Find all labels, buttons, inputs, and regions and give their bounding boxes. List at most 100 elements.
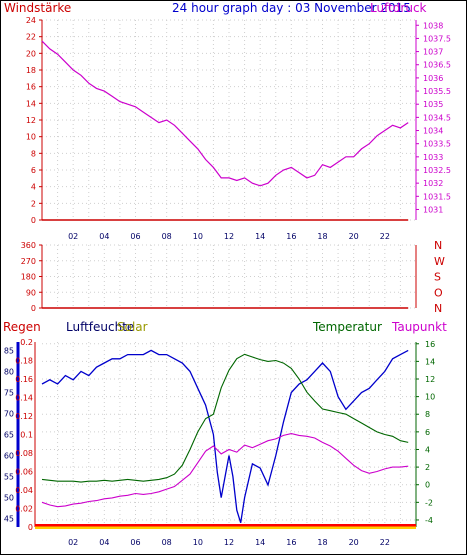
panel1-x-tick-04: 04 [99,232,109,241]
panel3-x-tick-22: 22 [380,538,390,547]
panel1-x-tick-10: 10 [193,232,203,241]
luftdruck-tick-1034.5: 1034.5 [423,113,451,122]
regen-tick-0.1: 0.1 [20,431,33,440]
panel1-x-tick-02: 02 [68,232,78,241]
compass-tick-N-4: N [434,239,442,252]
tick-labels-layer: 02 4 6 8 10 12 14 16 18 20 22 24 1031 1031.5 1032 1032.… [4,16,451,547]
temperatur-tick-6: 6 [425,428,430,437]
luftdruck-tick-1031: 1031 [423,205,443,214]
luftdruck-tick-1033: 1033 [423,153,443,162]
temperatur-tick--4: -4 [425,516,433,525]
luftdruck-tick-1038: 1038 [423,21,443,30]
windstaerke-tick-14: 14 [26,99,36,108]
luftdruck-header-label: Luftdruck [370,1,427,15]
windrichtung-tick-360: 360 [21,241,36,250]
regen-tick-0: 0 [28,523,33,532]
regen-tick-0.18: 0.18 [15,357,33,366]
temperatur-tick--2: -2 [425,498,433,507]
series-temperatur [41,353,409,483]
windstaerke-tick-18: 18 [26,66,36,75]
temperatur-tick-0: 0 [425,481,430,490]
panel3-x-tick-02: 02 [68,538,78,547]
regen-tick-0.06: 0.06 [15,468,33,477]
panel1-x-tick-16: 16 [286,232,296,241]
windstaerke-tick-6: 6 [31,166,36,175]
windstaerke-tick-12: 12 [26,116,36,125]
taupunkt-label: Taupunkt [391,320,447,334]
panel3-x-tick-16: 16 [286,538,296,547]
compass-tick-S-2: S [434,271,441,284]
temperatur-tick-4: 4 [425,445,430,454]
regen-tick-0.2: 0.2 [20,338,33,347]
luftdruck-tick-1034: 1034 [423,127,443,136]
luftfeuchte-tick-45: 45 [4,515,14,524]
panel3-x-tick-06: 06 [130,538,140,547]
luftfeuchte-tick-65: 65 [4,431,14,440]
temperatur-tick-8: 8 [425,410,430,419]
windstaerke-tick-24: 24 [26,16,36,25]
luftdruck-tick-1032.5: 1032.5 [423,166,451,175]
windrichtung-tick-270: 270 [21,257,36,266]
series-layer [35,40,416,529]
luftdruck-tick-1031.5: 1031.5 [423,192,451,201]
regen-tick-0.08: 0.08 [15,449,33,458]
panel3-x-tick-12: 12 [224,538,234,547]
panel1-x-tick-14: 14 [255,232,265,241]
regen-tick-0.16: 0.16 [15,375,33,384]
panel1-x-tick-06: 06 [130,232,140,241]
temperatur-tick-14: 14 [425,357,435,366]
luftfeuchte-tick-55: 55 [4,473,14,482]
luftdruck-tick-1037: 1037 [423,48,443,57]
series-regen [35,524,416,527]
temperatur-label: Temperatur [312,320,382,334]
windstaerke-tick-22: 22 [26,33,36,42]
regen-tick-0.14: 0.14 [15,394,33,403]
luftdruck-tick-1036.5: 1036.5 [423,61,451,70]
series-luftdruck [41,40,409,187]
panel3-x-tick-20: 20 [349,538,359,547]
luftfeuchte-tick-80: 80 [4,367,14,376]
compass-tick-W-3: W [434,255,445,268]
panel3-x-tick-04: 04 [99,538,109,547]
luftdruck-tick-1035: 1035 [423,100,443,109]
compass-tick-O-1: O [434,286,443,299]
luftdruck-tick-1033.5: 1033.5 [423,140,451,149]
solar-label: Solar [117,320,148,334]
luftdruck-tick-1037.5: 1037.5 [423,34,451,43]
luftdruck-tick-1035.5: 1035.5 [423,87,451,96]
luftfeuchte-tick-50: 50 [4,494,14,503]
temperatur-tick-12: 12 [425,375,435,384]
windstaerke-tick-8: 8 [31,149,36,158]
panel3-x-tick-18: 18 [317,538,327,547]
regen-tick-0.12: 0.12 [15,412,33,421]
panel1-x-tick-12: 12 [224,232,234,241]
windrichtung-tick-180: 180 [21,273,36,282]
panel3-x-tick-14: 14 [255,538,265,547]
temperatur-tick-10: 10 [425,393,435,402]
grid-layer [42,19,416,527]
series-taupunkt [41,433,409,508]
windstaerke-tick-16: 16 [26,83,36,92]
luftdruck-tick-1032: 1032 [423,179,443,188]
luftfeuchte-tick-75: 75 [4,388,14,397]
windstaerke-tick-10: 10 [26,133,36,142]
regen-tick-0.02: 0.02 [15,505,33,514]
compass-tick-N-0: N [434,302,442,315]
luftfeuchte-label: Luftfeuchte [66,320,134,334]
windstaerke-tick-20: 20 [26,49,36,58]
axes-layer [16,19,419,527]
windstaerke-tick-4: 4 [31,183,36,192]
graph-title: 24 hour graph day : 03 November 2015 [172,1,411,15]
panel3-x-tick-08: 08 [162,538,172,547]
luftdruck-tick-1036: 1036 [423,74,443,83]
windstaerke-header-label: Windstärke [4,1,71,15]
panel1-x-tick-22: 22 [380,232,390,241]
luftfeuchte-tick-60: 60 [4,452,14,461]
panel1-x-tick-08: 08 [162,232,172,241]
panel1-x-tick-18: 18 [317,232,327,241]
windrichtung-tick-0: 0 [31,304,36,313]
windstaerke-tick-0: 0 [31,216,36,225]
luftfeuchte-tick-85: 85 [4,346,14,355]
